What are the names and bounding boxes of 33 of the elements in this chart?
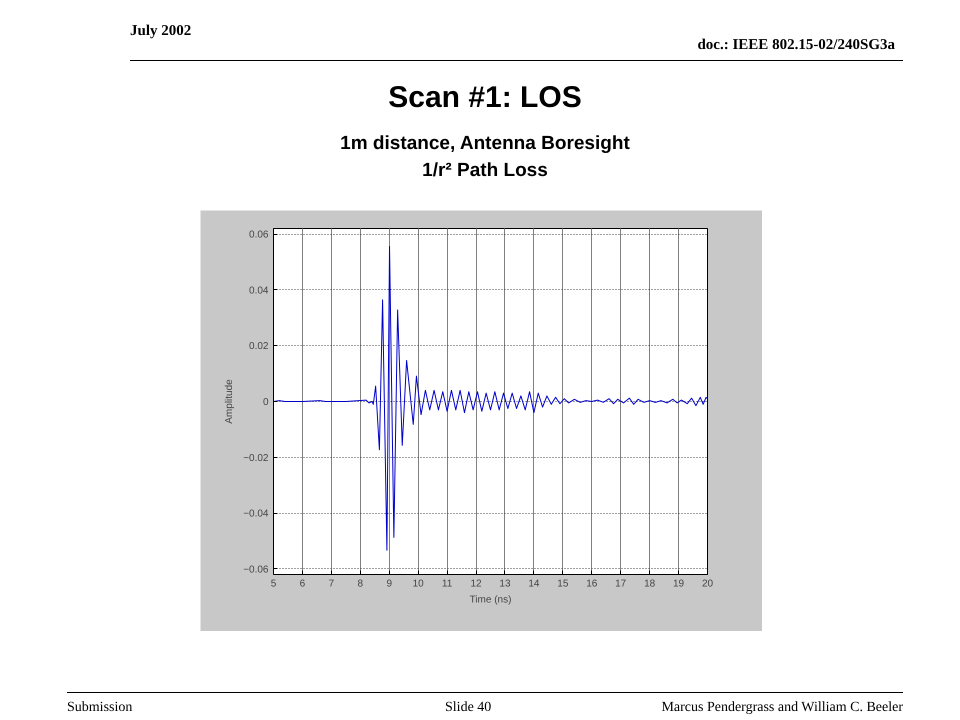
text: doc.: IEEE 802.15-02/240SG3a bbox=[697, 36, 895, 55]
x-axis-title: Time (ns) bbox=[470, 594, 512, 606]
x-tick-label: 17 bbox=[615, 578, 627, 590]
x-tick-label: 11 bbox=[442, 578, 453, 590]
x-tick-label: 16 bbox=[586, 578, 598, 590]
x-tick-label: 5 bbox=[270, 578, 277, 590]
x-tick-label: 19 bbox=[673, 578, 685, 590]
y-tick-label: 0.02 bbox=[249, 341, 269, 352]
x-tick-label: 12 bbox=[470, 578, 482, 590]
x-tick-label: 13 bbox=[499, 578, 511, 590]
x-tick-label: 14 bbox=[528, 578, 540, 590]
text: Slide 40 bbox=[445, 699, 492, 717]
x-tick-label: 9 bbox=[386, 578, 392, 590]
x-tick-label: 15 bbox=[557, 578, 569, 590]
text: Submission bbox=[67, 699, 132, 717]
y-tick-label: 0.06 bbox=[249, 230, 269, 241]
y-tick-label: −0.02 bbox=[243, 452, 269, 464]
x-tick-label: 7 bbox=[328, 578, 335, 590]
y-tick-label: 0.04 bbox=[249, 285, 269, 296]
text: Marcus Pendergrass and William C. Beeler bbox=[661, 699, 903, 717]
y-tick-label: −0.06 bbox=[243, 564, 269, 576]
y-tick-label: −0.04 bbox=[243, 508, 269, 520]
x-tick-label: 18 bbox=[644, 578, 656, 590]
chart-subtitle: 1m distance, Antenna Boresight 1/r² Path Loss bbox=[339, 132, 631, 183]
x-tick-label: 8 bbox=[358, 578, 364, 590]
x-tick-label: 6 bbox=[300, 578, 306, 590]
x-tick-label: 10 bbox=[412, 578, 424, 590]
text: July 2002 bbox=[130, 22, 192, 41]
x-tick-label: 20 bbox=[702, 578, 714, 590]
y-tick-label: 0 bbox=[262, 397, 269, 408]
line-series bbox=[274, 246, 708, 551]
chart-title: Scan #1: LOS bbox=[387, 80, 583, 116]
y-axis-title: Amplitude bbox=[224, 378, 236, 424]
